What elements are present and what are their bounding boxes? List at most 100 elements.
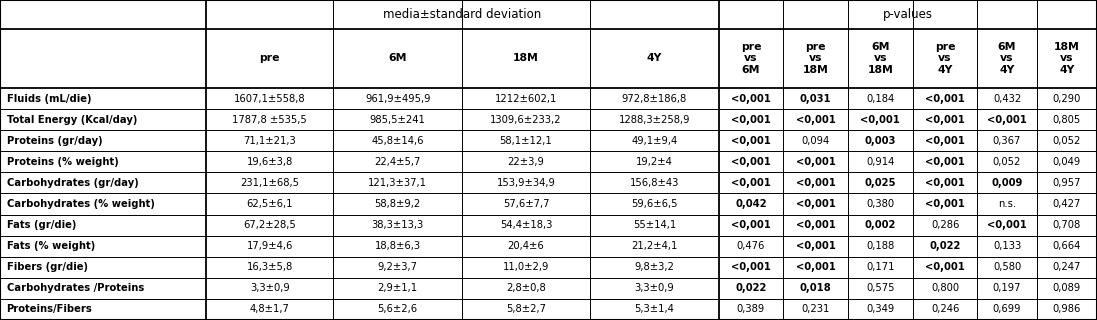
Text: 0,003: 0,003 <box>864 136 896 146</box>
Text: 1288,3±258,9: 1288,3±258,9 <box>619 115 690 124</box>
Text: Total Energy (Kcal/day): Total Energy (Kcal/day) <box>7 115 137 124</box>
Text: 1212±602,1: 1212±602,1 <box>495 93 557 104</box>
Text: <0,001: <0,001 <box>731 115 771 124</box>
Text: 0,432: 0,432 <box>993 93 1021 104</box>
Text: 22,4±5,7: 22,4±5,7 <box>374 157 421 167</box>
Text: <0,001: <0,001 <box>731 178 771 188</box>
Text: 0,184: 0,184 <box>867 93 894 104</box>
Text: 18,8±6,3: 18,8±6,3 <box>374 241 421 251</box>
Text: 0,575: 0,575 <box>867 284 894 293</box>
Text: 0,580: 0,580 <box>993 262 1021 272</box>
Text: 2,9±1,1: 2,9±1,1 <box>377 284 418 293</box>
Text: 972,8±186,8: 972,8±186,8 <box>622 93 687 104</box>
Text: 156,8±43: 156,8±43 <box>630 178 679 188</box>
Text: 18M
vs
4Y: 18M vs 4Y <box>1054 42 1079 75</box>
Text: 5,8±2,7: 5,8±2,7 <box>506 304 546 315</box>
Text: 985,5±241: 985,5±241 <box>370 115 426 124</box>
Text: 55±14,1: 55±14,1 <box>633 220 676 230</box>
Text: 0,290: 0,290 <box>1053 93 1081 104</box>
Text: 0,052: 0,052 <box>1053 136 1081 146</box>
Text: 57,6±7,7: 57,6±7,7 <box>502 199 550 209</box>
Text: 0,018: 0,018 <box>800 284 832 293</box>
Text: <0,001: <0,001 <box>731 220 771 230</box>
Text: 0,089: 0,089 <box>1053 284 1081 293</box>
Text: 62,5±6,1: 62,5±6,1 <box>247 199 293 209</box>
Text: 0,247: 0,247 <box>1053 262 1081 272</box>
Text: 11,0±2,9: 11,0±2,9 <box>502 262 550 272</box>
Text: 0,002: 0,002 <box>864 220 896 230</box>
Text: <0,001: <0,001 <box>731 93 771 104</box>
Text: 0,699: 0,699 <box>993 304 1021 315</box>
Text: 0,031: 0,031 <box>800 93 832 104</box>
Text: 16,3±5,8: 16,3±5,8 <box>247 262 293 272</box>
Text: 6M
vs
4Y: 6M vs 4Y <box>998 42 1016 75</box>
Text: 38,3±13,3: 38,3±13,3 <box>372 220 423 230</box>
Text: <0,001: <0,001 <box>795 199 836 209</box>
Text: media±standard deviation: media±standard deviation <box>383 8 542 21</box>
Text: 5,6±2,6: 5,6±2,6 <box>377 304 418 315</box>
Text: <0,001: <0,001 <box>860 115 901 124</box>
Text: pre
vs
4Y: pre vs 4Y <box>935 42 955 75</box>
Text: 0,427: 0,427 <box>1053 199 1081 209</box>
Text: Carbohydrates (gr/day): Carbohydrates (gr/day) <box>7 178 138 188</box>
Text: 19,6±3,8: 19,6±3,8 <box>247 157 293 167</box>
Text: Fats (gr/die): Fats (gr/die) <box>7 220 76 230</box>
Text: 22±3,9: 22±3,9 <box>508 157 544 167</box>
Text: 0,800: 0,800 <box>931 284 959 293</box>
Text: 0,389: 0,389 <box>737 304 765 315</box>
Text: Carbohydrates (% weight): Carbohydrates (% weight) <box>7 199 155 209</box>
Text: 3,3±0,9: 3,3±0,9 <box>634 284 675 293</box>
Text: 71,1±21,3: 71,1±21,3 <box>244 136 296 146</box>
Text: 0,009: 0,009 <box>992 178 1022 188</box>
Text: 0,286: 0,286 <box>931 220 959 230</box>
Text: 0,197: 0,197 <box>993 284 1021 293</box>
Text: pre: pre <box>260 53 280 63</box>
Text: 0,957: 0,957 <box>1053 178 1081 188</box>
Text: 20,4±6: 20,4±6 <box>508 241 544 251</box>
Text: 0,022: 0,022 <box>929 241 961 251</box>
Text: <0,001: <0,001 <box>925 199 965 209</box>
Text: 0,805: 0,805 <box>1053 115 1081 124</box>
Text: Proteins (gr/day): Proteins (gr/day) <box>7 136 102 146</box>
Text: <0,001: <0,001 <box>795 262 836 272</box>
Text: 0,231: 0,231 <box>802 304 829 315</box>
Text: 58,1±12,1: 58,1±12,1 <box>499 136 553 146</box>
Text: <0,001: <0,001 <box>925 93 965 104</box>
Text: <0,001: <0,001 <box>795 115 836 124</box>
Text: 0,476: 0,476 <box>737 241 765 251</box>
Text: <0,001: <0,001 <box>731 262 771 272</box>
Text: Proteins (% weight): Proteins (% weight) <box>7 157 118 167</box>
Text: 153,9±34,9: 153,9±34,9 <box>497 178 555 188</box>
Text: <0,001: <0,001 <box>795 157 836 167</box>
Text: <0,001: <0,001 <box>987 220 1027 230</box>
Text: <0,001: <0,001 <box>925 262 965 272</box>
Text: Fibers (gr/die): Fibers (gr/die) <box>7 262 88 272</box>
Text: 0,914: 0,914 <box>867 157 894 167</box>
Text: <0,001: <0,001 <box>925 115 965 124</box>
Text: 3,3±0,9: 3,3±0,9 <box>250 284 290 293</box>
Text: 4,8±1,7: 4,8±1,7 <box>250 304 290 315</box>
Text: 0,708: 0,708 <box>1053 220 1081 230</box>
Text: 0,171: 0,171 <box>867 262 894 272</box>
Text: 18M: 18M <box>513 53 539 63</box>
Text: 1787,8 ±535,5: 1787,8 ±535,5 <box>233 115 307 124</box>
Text: 0,094: 0,094 <box>802 136 829 146</box>
Text: 1607,1±558,8: 1607,1±558,8 <box>234 93 306 104</box>
Text: 121,3±37,1: 121,3±37,1 <box>369 178 427 188</box>
Text: 9,2±3,7: 9,2±3,7 <box>377 262 418 272</box>
Text: 19,2±4: 19,2±4 <box>636 157 672 167</box>
Text: 67,2±28,5: 67,2±28,5 <box>244 220 296 230</box>
Text: <0,001: <0,001 <box>987 115 1027 124</box>
Text: 961,9±495,9: 961,9±495,9 <box>365 93 430 104</box>
Text: 2,8±0,8: 2,8±0,8 <box>506 284 546 293</box>
Text: 0,664: 0,664 <box>1053 241 1081 251</box>
Text: 1309,6±233,2: 1309,6±233,2 <box>490 115 562 124</box>
Text: 45,8±14,6: 45,8±14,6 <box>372 136 423 146</box>
Text: 6M: 6M <box>388 53 407 63</box>
Text: 54,4±18,3: 54,4±18,3 <box>500 220 552 230</box>
Text: 5,3±1,4: 5,3±1,4 <box>634 304 675 315</box>
Text: 4Y: 4Y <box>646 53 663 63</box>
Text: 17,9±4,6: 17,9±4,6 <box>247 241 293 251</box>
Text: <0,001: <0,001 <box>925 178 965 188</box>
Text: pre
vs
18M: pre vs 18M <box>803 42 828 75</box>
